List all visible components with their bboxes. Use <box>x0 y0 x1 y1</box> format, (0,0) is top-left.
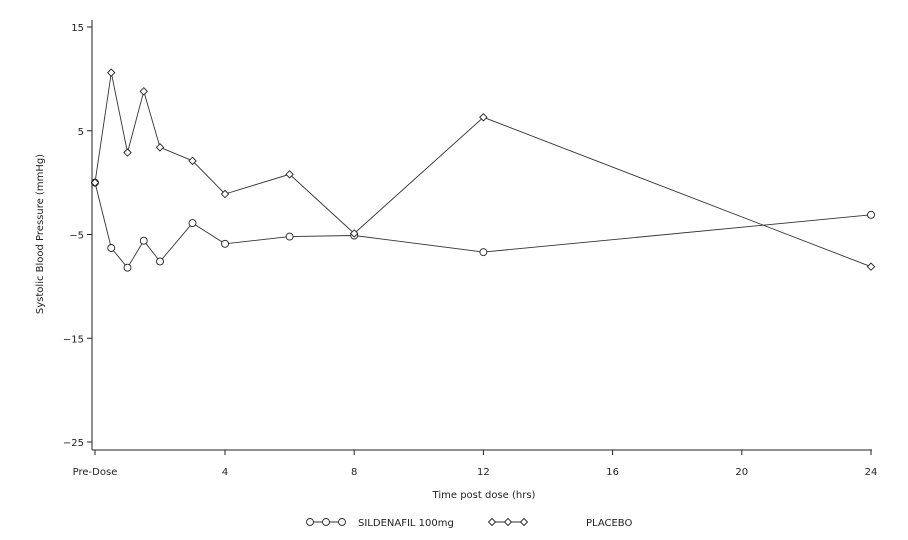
data-point-placebo <box>479 113 488 122</box>
data-point-placebo <box>155 143 165 152</box>
axes <box>91 20 872 451</box>
data-point-placebo <box>866 262 876 271</box>
data-point-placebo <box>107 68 116 77</box>
legend-marker-sildenafil <box>322 518 330 526</box>
legend-marker-sildenafil <box>306 518 314 526</box>
data-point-sildenafil <box>867 210 875 219</box>
data-point-placebo <box>90 178 100 187</box>
data-point-placebo <box>139 87 148 96</box>
series-markers <box>90 68 876 272</box>
y-tick-label: −25 <box>63 438 84 449</box>
data-point-sildenafil <box>107 244 116 252</box>
x-tick-label: 20 <box>735 467 748 478</box>
series-lines <box>94 72 872 269</box>
data-point-placebo <box>349 229 359 238</box>
x-tick-label: 24 <box>865 467 878 478</box>
data-point-placebo <box>188 156 197 166</box>
data-point-sildenafil <box>221 239 229 248</box>
x-tick-label: 8 <box>351 467 357 478</box>
data-point-sildenafil <box>479 248 488 257</box>
x-tick-label: 12 <box>477 467 490 478</box>
y-tick-label: −5 <box>69 231 84 242</box>
x-axis-title: Time post dose (hrs) <box>432 490 536 501</box>
legend-marker-placebo <box>519 517 529 527</box>
legend-item-placebo: PLACEBO <box>487 517 632 529</box>
data-point-placebo <box>220 189 230 199</box>
series-line-placebo <box>94 72 872 268</box>
x-tick-label: 16 <box>606 467 619 478</box>
legend-label-placebo: PLACEBO <box>586 518 632 529</box>
data-point-sildenafil <box>123 263 132 272</box>
legend: SILDENAFIL 100mg PLACEBO <box>306 517 632 529</box>
legend-marker-placebo <box>487 517 497 527</box>
data-point-sildenafil <box>139 236 148 245</box>
legend-label-sildenafil: SILDENAFIL 100mg <box>358 518 454 529</box>
x-tick-label: 4 <box>222 467 228 478</box>
y-axis-title: Systolic Blood Pressure (mmHg) <box>35 154 46 314</box>
y-tick-label: 15 <box>71 23 84 34</box>
y-tick-label: 5 <box>78 127 84 138</box>
data-point-placebo <box>123 148 132 157</box>
legend-item-sildenafil: SILDENAFIL 100mg <box>306 518 454 529</box>
axis-ticks: 15 5 −5 −15 −25 Pre-Dose 4 8 12 16 20 24 <box>63 23 877 478</box>
legend-marker-sildenafil <box>338 518 346 526</box>
legend-marker-placebo <box>503 517 513 527</box>
data-point-placebo <box>285 170 294 179</box>
data-point-sildenafil <box>156 257 164 266</box>
data-point-sildenafil <box>285 232 294 241</box>
data-point-sildenafil <box>188 219 197 228</box>
x-tick-label: Pre-Dose <box>73 467 118 478</box>
y-tick-label: −15 <box>63 334 84 345</box>
